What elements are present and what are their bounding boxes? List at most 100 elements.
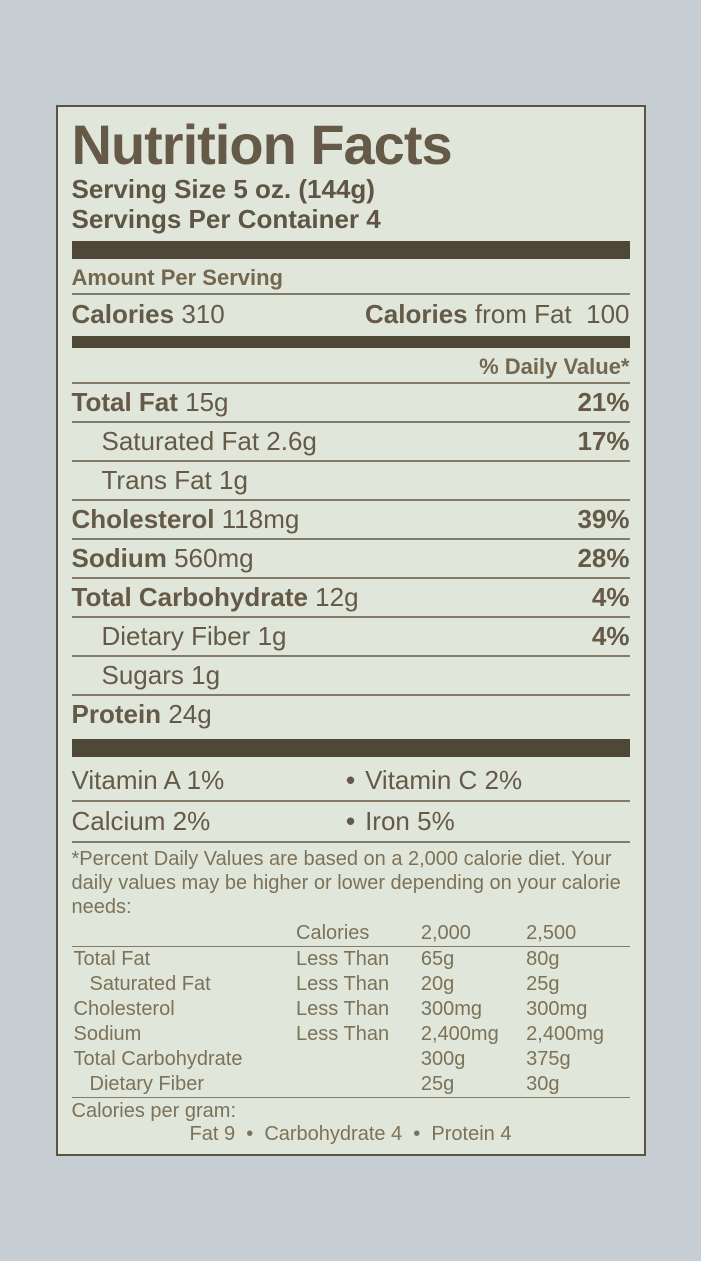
- ref-header-blank: [72, 921, 295, 947]
- table-row: Dietary Fiber 25g 30g: [72, 1072, 630, 1098]
- serving-size-label: Serving Size: [72, 174, 227, 204]
- ref-qual: Less Than: [294, 1022, 419, 1047]
- nutrient-label: Cholesterol: [72, 504, 215, 534]
- nutrient-row-total-carb: Total Carbohydrate 12g 4%: [72, 579, 630, 618]
- servings-per-container-line: Servings Per Container 4: [72, 205, 630, 235]
- cpg-fat: Fat 9: [190, 1123, 236, 1145]
- calories-row: Calories 310 Calories from Fat 100: [72, 295, 630, 332]
- ref-qual: Less Than: [294, 997, 419, 1022]
- daily-value-header: % Daily Value*: [72, 352, 630, 384]
- nutrient-label: Total Carbohydrate: [72, 582, 308, 612]
- calcium-value: 2%: [173, 806, 211, 836]
- ref-v1: 300g: [419, 1047, 524, 1072]
- nutrient-value: 12g: [315, 582, 358, 612]
- serving-size-line: Serving Size 5 oz. (144g): [72, 175, 630, 205]
- nutrient-label: Trans Fat: [102, 465, 212, 495]
- bullet-icon: •: [336, 806, 365, 837]
- ref-header-2000: 2,000: [419, 921, 524, 947]
- amount-per-serving-label: Amount Per Serving: [72, 263, 630, 295]
- calories-from-fat-value: 100: [586, 299, 629, 329]
- ref-v2: 30g: [524, 1072, 629, 1098]
- calories-per-gram-values: Fat 9 • Carbohydrate 4 • Protein 4: [72, 1123, 630, 1146]
- nutrition-facts-panel: Nutrition Facts Serving Size 5 oz. (144g…: [56, 105, 646, 1156]
- cpg-protein: Protein 4: [431, 1123, 511, 1145]
- vitamin-row-1: Vitamin A 1% • Vitamin C 2%: [72, 761, 630, 802]
- ref-v2: 80g: [524, 946, 629, 972]
- nutrient-row-cholesterol: Cholesterol 118mg 39%: [72, 501, 630, 540]
- ref-v2: 25g: [524, 972, 629, 997]
- ref-v1: 300mg: [419, 997, 524, 1022]
- ref-qual: Less Than: [294, 946, 419, 972]
- ref-v2: 300mg: [524, 997, 629, 1022]
- nutrient-label: Sugars: [102, 660, 184, 690]
- ref-label: Saturated Fat: [72, 972, 295, 997]
- table-row: Cholesterol Less Than 300mg 300mg: [72, 997, 630, 1022]
- vitamin-c-value: 2%: [485, 765, 523, 795]
- ref-header-2500: 2,500: [524, 921, 629, 947]
- ref-label: Total Fat: [72, 946, 295, 972]
- calories-from-fat-suffix: from Fat: [475, 299, 572, 329]
- ref-qual: [294, 1047, 419, 1072]
- ref-v1: 65g: [419, 946, 524, 972]
- divider-bar: [72, 739, 630, 757]
- nutrient-row-protein: Protein 24g: [72, 696, 630, 733]
- table-row: Saturated Fat Less Than 20g 25g: [72, 972, 630, 997]
- nutrient-row-saturated-fat: Saturated Fat 2.6g 17%: [72, 423, 630, 462]
- nutrient-label: Sodium: [72, 543, 167, 573]
- iron-label: Iron: [365, 806, 410, 836]
- table-row: Total Carbohydrate 300g 375g: [72, 1047, 630, 1072]
- cpg-carb: Carbohydrate 4: [264, 1123, 402, 1145]
- nutrient-dv: 21%: [577, 387, 629, 418]
- vitamin-c-label: Vitamin C: [365, 765, 477, 795]
- table-row: Sodium Less Than 2,400mg 2,400mg: [72, 1022, 630, 1047]
- ref-v2: 375g: [524, 1047, 629, 1072]
- nutrient-dv: 17%: [577, 426, 629, 457]
- calories-from-fat-label: Calories: [365, 299, 468, 329]
- nutrient-label: Protein: [72, 699, 162, 729]
- nutrient-value: 2.6g: [266, 426, 317, 456]
- divider-bar: [72, 241, 630, 259]
- vitamin-a-value: 1%: [187, 765, 225, 795]
- bullet-icon: •: [336, 765, 365, 796]
- nutrient-dv: 4%: [592, 582, 630, 613]
- panel-title: Nutrition Facts: [72, 117, 630, 173]
- table-row: Total Fat Less Than 65g 80g: [72, 946, 630, 972]
- ref-header-calories: Calories: [294, 921, 419, 947]
- nutrient-value: 1g: [219, 465, 248, 495]
- divider-bar: [72, 336, 630, 348]
- dv-footnote: *Percent Daily Values are based on a 2,0…: [72, 843, 630, 921]
- table-row: Calories 2,000 2,500: [72, 921, 630, 947]
- nutrient-row-dietary-fiber: Dietary Fiber 1g 4%: [72, 618, 630, 657]
- nutrient-value: 24g: [168, 699, 211, 729]
- ref-label: Total Carbohydrate: [72, 1047, 295, 1072]
- vitamin-a-label: Vitamin A: [72, 765, 180, 795]
- nutrient-value: 1g: [258, 621, 287, 651]
- ref-v1: 25g: [419, 1072, 524, 1098]
- nutrient-row-sodium: Sodium 560mg 28%: [72, 540, 630, 579]
- ref-v1: 2,400mg: [419, 1022, 524, 1047]
- nutrient-dv: 4%: [592, 621, 630, 652]
- serving-size-value: 5 oz. (144g): [233, 174, 375, 204]
- reference-table: Calories 2,000 2,500 Total Fat Less Than…: [72, 921, 630, 1098]
- calories-value: 310: [181, 299, 224, 329]
- iron-value: 5%: [417, 806, 455, 836]
- ref-v1: 20g: [419, 972, 524, 997]
- nutrient-value: 560mg: [174, 543, 254, 573]
- ref-label: Cholesterol: [72, 997, 295, 1022]
- nutrient-label: Dietary Fiber: [102, 621, 251, 651]
- nutrient-label: Saturated Fat: [102, 426, 260, 456]
- calories-label: Calories: [72, 299, 175, 329]
- nutrient-row-sugars: Sugars 1g: [72, 657, 630, 696]
- nutrient-dv: 39%: [577, 504, 629, 535]
- ref-label: Sodium: [72, 1022, 295, 1047]
- vitamin-row-2: Calcium 2% • Iron 5%: [72, 802, 630, 843]
- servings-per-container-value: 4: [366, 204, 380, 234]
- nutrient-value: 1g: [191, 660, 220, 690]
- servings-per-container-label: Servings Per Container: [72, 204, 360, 234]
- calcium-label: Calcium: [72, 806, 166, 836]
- ref-label: Dietary Fiber: [72, 1072, 295, 1098]
- nutrient-dv: 28%: [577, 543, 629, 574]
- nutrient-value: 118mg: [222, 504, 300, 534]
- nutrient-value: 15g: [185, 387, 228, 417]
- ref-v2: 2,400mg: [524, 1022, 629, 1047]
